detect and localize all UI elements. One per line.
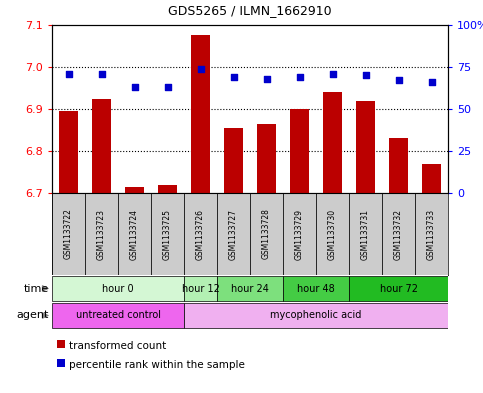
Bar (349, 193, 382, 275)
Bar (290, 109, 309, 193)
Bar (52, 276, 184, 301)
Bar (225, 128, 242, 193)
Bar (85, 193, 118, 275)
Text: agent: agent (16, 310, 49, 321)
Text: mycophenolic acid: mycophenolic acid (270, 310, 362, 321)
Bar (52, 303, 184, 328)
Text: GSM1133731: GSM1133731 (361, 209, 370, 259)
Text: percentile rank within the sample: percentile rank within the sample (69, 360, 245, 370)
Text: hour 0: hour 0 (102, 283, 134, 294)
Text: hour 12: hour 12 (182, 283, 219, 294)
Point (362, 72, 369, 79)
Point (164, 84, 171, 90)
Bar (92, 99, 111, 193)
Text: GSM1133727: GSM1133727 (229, 209, 238, 259)
Bar (423, 163, 440, 193)
Point (65, 71, 72, 77)
Point (98, 71, 105, 77)
Bar (57, 340, 65, 348)
Bar (316, 193, 349, 275)
Bar (283, 193, 316, 275)
Text: GDS5265 / ILMN_1662910: GDS5265 / ILMN_1662910 (168, 4, 332, 17)
Point (395, 77, 402, 84)
Bar (257, 124, 276, 193)
Bar (57, 359, 65, 367)
Bar (382, 193, 415, 275)
Bar (191, 35, 210, 193)
Text: GSM1133724: GSM1133724 (130, 209, 139, 259)
Text: GSM1133732: GSM1133732 (394, 209, 403, 259)
Bar (158, 185, 177, 193)
Bar (126, 187, 143, 193)
Bar (151, 193, 184, 275)
Bar (324, 92, 341, 193)
Bar (217, 193, 250, 275)
Text: GSM1133725: GSM1133725 (163, 209, 172, 259)
Point (296, 74, 303, 80)
Point (130, 84, 138, 90)
Bar (217, 276, 283, 301)
Point (263, 75, 270, 82)
Bar (118, 193, 151, 275)
Bar (356, 101, 375, 193)
Text: time: time (24, 283, 49, 294)
Point (427, 79, 435, 85)
Bar (283, 276, 349, 301)
Text: GSM1133722: GSM1133722 (64, 209, 73, 259)
Point (229, 74, 237, 80)
Text: GSM1133728: GSM1133728 (262, 209, 271, 259)
Bar (250, 193, 283, 275)
Bar (184, 193, 217, 275)
Point (328, 71, 336, 77)
Bar (415, 193, 448, 275)
Bar (389, 138, 408, 193)
Text: hour 48: hour 48 (297, 283, 335, 294)
Bar (59, 111, 78, 193)
Text: GSM1133723: GSM1133723 (97, 209, 106, 259)
Text: untreated control: untreated control (75, 310, 160, 321)
Text: GSM1133726: GSM1133726 (196, 209, 205, 259)
Text: GSM1133729: GSM1133729 (295, 209, 304, 259)
Text: GSM1133733: GSM1133733 (427, 208, 436, 259)
Text: GSM1133730: GSM1133730 (328, 208, 337, 259)
Point (197, 66, 204, 72)
Bar (184, 276, 217, 301)
Bar (349, 276, 448, 301)
Bar (52, 193, 85, 275)
Bar (184, 303, 448, 328)
Text: hour 24: hour 24 (231, 283, 269, 294)
Text: hour 72: hour 72 (380, 283, 417, 294)
Text: transformed count: transformed count (69, 341, 166, 351)
